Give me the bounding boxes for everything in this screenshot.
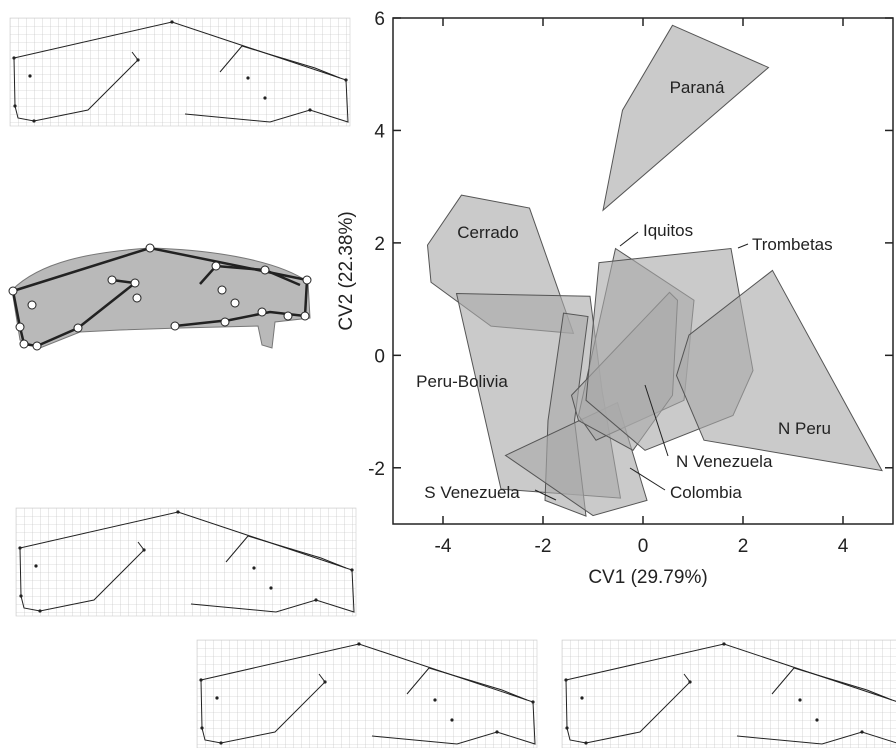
x-tick-label: 0 [638,536,649,557]
group-label: N Peru [778,419,831,438]
figure: CV1 (29.79%) CV2 (22.38%) -4 -2 0 2 4 -2 0 2 4 6 P… [0,0,896,748]
label-leader [738,244,748,248]
label-leader [620,232,638,246]
group-label: N Venezuela [676,452,773,471]
x-axis-label: CV1 (29.79%) [588,567,707,588]
deformation-grid [562,640,896,748]
y-tick-label: 6 [374,9,385,30]
deformation-grid [10,18,350,126]
group-label: Colombia [670,483,742,502]
x-tick-label: 2 [738,536,749,557]
group-label: Cerrado [457,223,518,242]
y-axis-label: CV2 (22.38%) [336,211,357,330]
group-hull [603,25,769,210]
group-label: S Venezuela [424,483,520,502]
y-tick-label: 4 [374,121,385,142]
x-tick-label: -2 [535,536,552,557]
deformation-grid [16,508,356,616]
group-label: Trombetas [752,235,833,254]
x-tick-label: 4 [838,536,849,557]
x-tick-label: -4 [435,536,452,557]
y-tick-label: -2 [368,459,385,480]
skull-photo [9,244,311,350]
figure-canvas: CV1 (29.79%) CV2 (22.38%) -4 -2 0 2 4 -2 0 2 4 6 P… [0,0,896,748]
y-tick-label: 2 [374,234,385,255]
group-label: Peru-Bolivia [416,372,508,391]
deformation-grid [197,640,537,748]
y-tick-label: 0 [374,346,385,367]
group-label: Paraná [670,78,725,97]
group-label: Iquitos [643,221,693,240]
